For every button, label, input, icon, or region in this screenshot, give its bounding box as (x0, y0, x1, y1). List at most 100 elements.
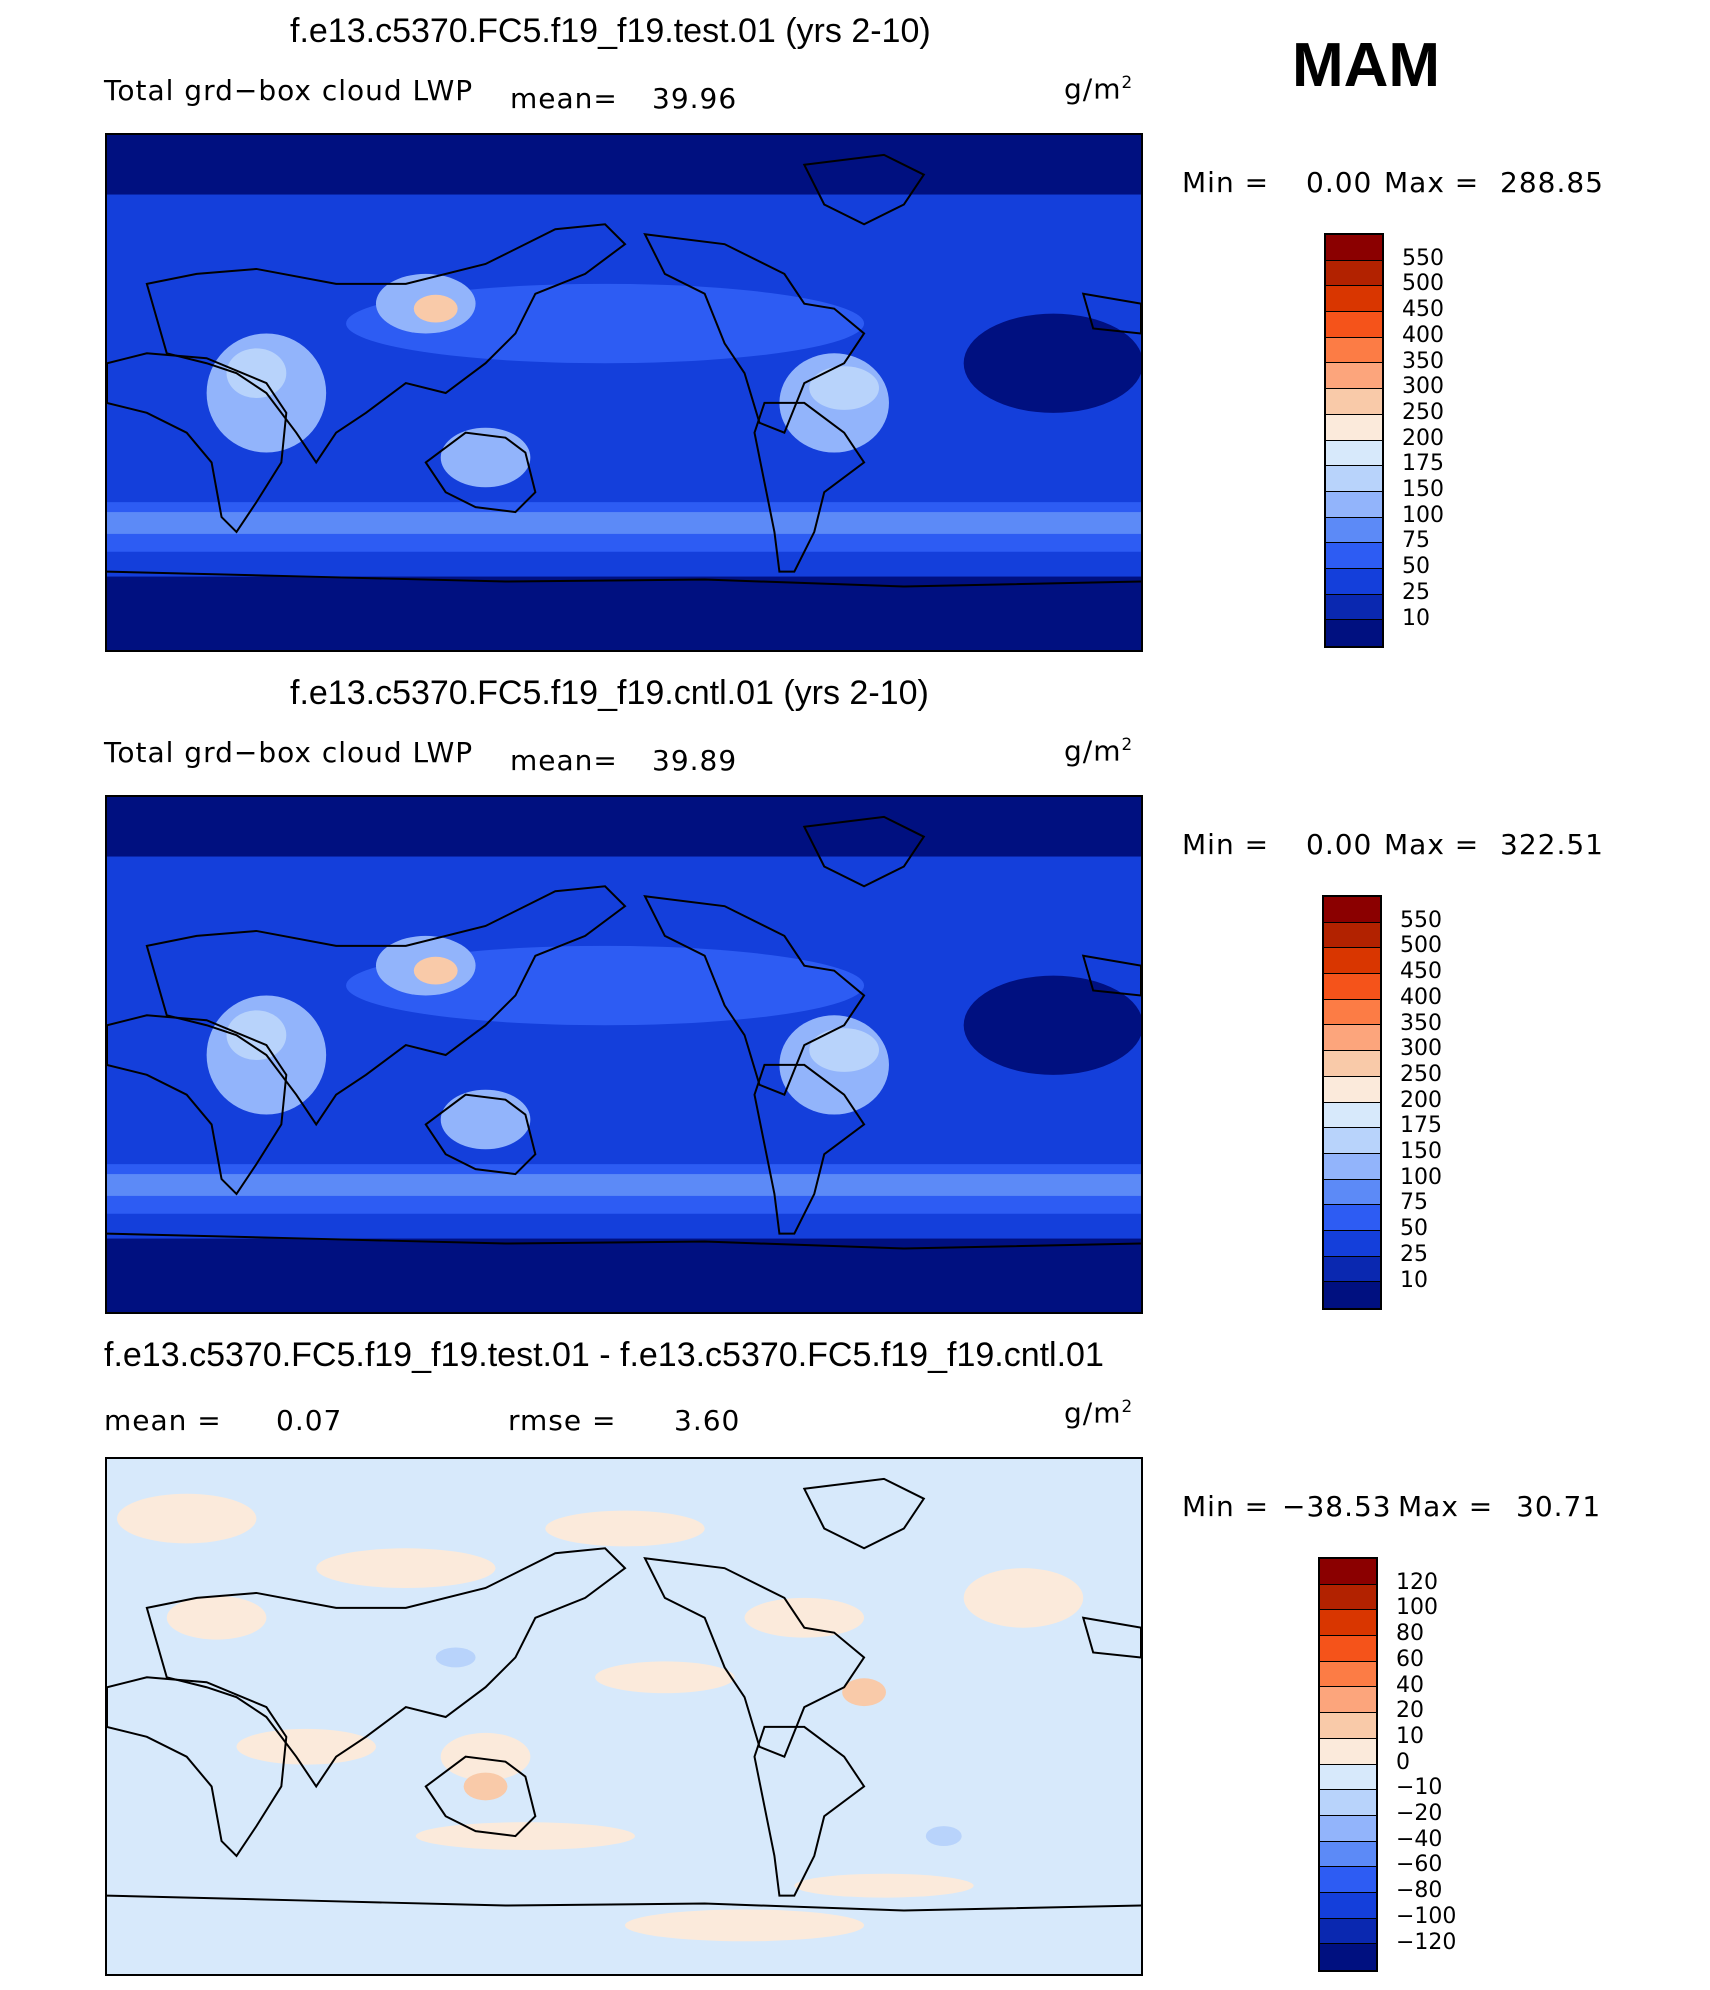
panel-diff-min-label: Min = (1182, 1490, 1270, 1523)
panel-cntl-mean-label: mean= (510, 744, 618, 777)
colorbar-tick-label: 25 (1402, 579, 1430, 605)
colorbar-tick-label: 200 (1400, 1087, 1442, 1113)
coastline (753, 1063, 866, 1235)
colorbar-segment (1326, 414, 1382, 441)
panel-cntl-variable-label: Total grd−box cloud LWP (104, 736, 474, 769)
panel-diff-map (105, 1457, 1143, 1976)
arctic-band (107, 797, 1141, 857)
colorbar-segment (1326, 466, 1382, 492)
colorbar-segment (1326, 491, 1382, 518)
africa-cloud-core (226, 1010, 287, 1060)
panel-test-max-label: Max = (1384, 166, 1480, 199)
colorbar-tick-label: 300 (1402, 374, 1444, 400)
colorbar-segment (1326, 389, 1382, 415)
colorbar-segment (1326, 543, 1382, 569)
colorbar-segment (1324, 1153, 1380, 1180)
panel-cntl-colorbar (1322, 895, 1382, 1310)
positive-anomaly (963, 1568, 1084, 1628)
colorbar-tick-label: −100 (1396, 1903, 1457, 1929)
colorbar-tick-label: 300 (1400, 1036, 1442, 1062)
east-asia-peak (413, 956, 458, 985)
colorbar-segment (1324, 1128, 1380, 1154)
positive-anomaly (545, 1510, 705, 1547)
atlantic-dry (963, 975, 1141, 1075)
panel-diff-mean-label: mean = (104, 1404, 222, 1437)
colorbar-tick-label: 150 (1402, 477, 1444, 502)
colorbar-segment (1324, 974, 1380, 1000)
coastline (1081, 1616, 1141, 1659)
panel-diff-title: f.e13.c5370.FC5.f19_f19.test.01 - f.e13.… (104, 1336, 1104, 1374)
positive-anomaly (624, 1909, 865, 1942)
coastline (107, 1014, 288, 1196)
panel-cntl-max-value: 322.51 (1500, 828, 1604, 861)
panel-diff-rmse-label: rmse = (508, 1404, 617, 1437)
colorbar-segment (1320, 1944, 1376, 1970)
coastline (107, 1894, 1141, 1912)
coastline (107, 352, 288, 534)
colorbar-segment (1320, 1815, 1376, 1842)
map-canvas (107, 1459, 1141, 1974)
colorbar-segment (1320, 1661, 1376, 1688)
colorbar-segment (1326, 235, 1382, 261)
panel-cntl-map (105, 795, 1143, 1314)
colorbar-segment (1324, 999, 1380, 1026)
coastline (802, 153, 926, 226)
colorbar-segment (1320, 1892, 1376, 1919)
positive-anomaly (744, 1597, 865, 1638)
colorbar-tick-label: 350 (1402, 348, 1444, 374)
positive-anomaly (440, 1732, 531, 1781)
colorbar-tick-label: 80 (1396, 1621, 1424, 1647)
colorbar-tick-label: 500 (1402, 271, 1444, 297)
storm-track-band (107, 512, 1141, 534)
colorbar-tick-label: 100 (1400, 1164, 1442, 1190)
colorbar-tick-label: 400 (1400, 984, 1442, 1010)
colorbar-segment (1320, 1867, 1376, 1893)
colorbar-segment (1324, 1230, 1380, 1257)
colorbar-segment (1324, 948, 1380, 975)
colorbar-tick-label: −20 (1396, 1801, 1443, 1826)
colorbar-tick-label: 400 (1402, 322, 1444, 348)
antarctic-band (107, 576, 1141, 650)
panel-cntl-title: f.e13.c5370.FC5.f19_f19.cntl.01 (yrs 2-1… (290, 674, 929, 712)
colorbar-segment (1320, 1687, 1376, 1714)
colorbar-segment (1320, 1610, 1376, 1637)
coastline (424, 431, 537, 514)
south-america-core (809, 366, 880, 410)
panel-diff-unit: g/m2 (1064, 1396, 1134, 1430)
colorbar-tick-label: 50 (1402, 554, 1430, 580)
coastline (643, 895, 866, 1096)
colorbar-segment (1326, 363, 1382, 390)
colorbar-tick-label: 450 (1402, 297, 1444, 323)
colorbar-tick-label: −40 (1396, 1826, 1443, 1852)
colorbar-segment (1326, 594, 1382, 621)
panel-test-map (105, 133, 1143, 652)
panel-diff-colorbar (1318, 1557, 1378, 1972)
colorbar-segment (1320, 1584, 1376, 1611)
colorbar-tick-label: 10 (1400, 1267, 1428, 1293)
colorbar-tick-label: −10 (1396, 1775, 1443, 1801)
colorbar-segment (1326, 568, 1382, 595)
panel-diff-max-label: Max = (1398, 1490, 1494, 1523)
negative-anomaly (435, 1647, 476, 1668)
colorbar-segment (1324, 1025, 1380, 1052)
colorbar-segment (1326, 260, 1382, 287)
colorbar-segment (1320, 1764, 1376, 1791)
arctic-band (107, 135, 1141, 195)
panel-cntl-mean-value: 39.89 (652, 744, 738, 777)
colorbar-segment (1320, 1559, 1376, 1585)
colorbar-segment (1326, 440, 1382, 467)
colorbar-segment (1324, 897, 1380, 923)
panel-test-min-label: Min = (1182, 166, 1270, 199)
coastline (802, 815, 926, 888)
panel-test-mean-value: 39.96 (652, 82, 738, 115)
colorbar-tick-label: 450 (1400, 959, 1442, 985)
indonesia-cloud (440, 1089, 531, 1150)
colorbar-segment (1320, 1790, 1376, 1816)
panel-diff-rmse-value: 3.60 (674, 1404, 741, 1437)
atlantic-dry (963, 313, 1141, 413)
coastline (802, 1477, 926, 1550)
coastline (145, 223, 627, 465)
coastline (107, 1676, 288, 1858)
coastline (643, 233, 866, 434)
colorbar-tick-label: 40 (1396, 1672, 1424, 1698)
